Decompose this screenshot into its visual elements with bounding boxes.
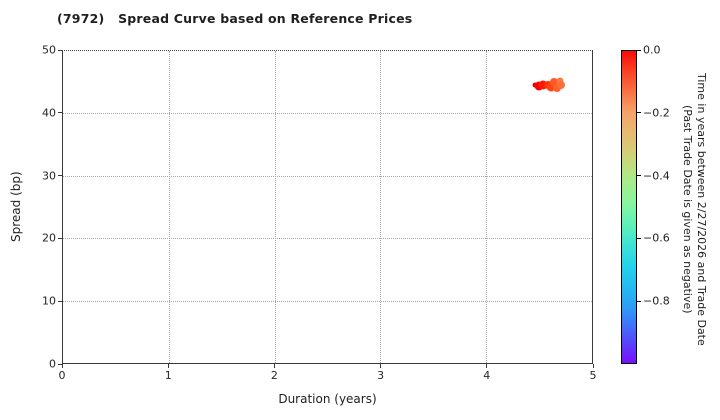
y-tick-mark <box>58 49 62 51</box>
y-axis-label: Spread (bp) <box>9 171 23 243</box>
colorbar-tick-mark <box>637 175 641 177</box>
x-tick-label: 2 <box>270 369 278 382</box>
h-gridline <box>63 300 592 302</box>
scatter-point <box>538 80 548 90</box>
x-tick-mark <box>61 364 63 368</box>
y-tick-mark <box>58 237 62 239</box>
colorbar-tick-label: −0.6 <box>643 231 670 245</box>
h-gridline <box>63 113 592 115</box>
y-tick-label: 30 <box>42 169 56 183</box>
colorbar-tick-mark <box>637 237 641 239</box>
x-tick-mark <box>486 364 488 368</box>
y-tick-marks <box>58 49 62 365</box>
scatter-point <box>546 82 556 92</box>
scatter-point <box>549 78 558 87</box>
y-tick-label: 20 <box>42 231 56 245</box>
v-gridline <box>380 51 382 363</box>
y-tick-label: 0 <box>49 357 56 371</box>
plot-area <box>62 50 593 364</box>
colorbar-axis-label: Time in years between 2/27/2026 and Trad… <box>676 44 708 374</box>
chart-title: (7972) Spread Curve based on Reference P… <box>57 11 413 26</box>
x-tick-mark <box>380 364 382 368</box>
colorbar <box>621 50 637 364</box>
colorbar-tick-marks <box>637 49 641 364</box>
y-tick-mark <box>58 175 62 177</box>
colorbar-tick-mark <box>637 300 641 302</box>
x-tick-marks <box>61 364 594 368</box>
h-gridline <box>63 238 592 240</box>
x-tick-label: 4 <box>483 369 491 382</box>
x-tick-mark <box>167 364 169 368</box>
scatter-point <box>557 80 566 89</box>
y-tick-label: 50 <box>42 43 56 57</box>
x-tick-label: 1 <box>164 369 172 382</box>
colorbar-tick-mark <box>637 112 641 114</box>
x-tick-mark <box>273 364 275 368</box>
y-tick-mark <box>58 300 62 302</box>
colorbar-tick-mark <box>637 49 641 51</box>
y-tick-mark <box>58 112 62 114</box>
y-tick-mark <box>58 363 62 365</box>
colorbar-tick-label: −0.8 <box>643 294 670 308</box>
x-tick-labels: 0 1 2 3 4 5 <box>58 369 597 383</box>
colorbar-label-line1: Time in years between 2/27/2026 and Trad… <box>695 72 708 346</box>
h-gridline <box>63 175 592 177</box>
x-tick-label: 0 <box>58 369 66 382</box>
v-gridline <box>486 51 488 363</box>
colorbar-tick-label: 0.0 <box>643 43 661 57</box>
colorbar-tick-label: −0.4 <box>643 169 670 183</box>
y-tick-label: 40 <box>42 106 56 120</box>
colorbar-tick-label: −0.2 <box>643 106 670 120</box>
v-gridline <box>274 51 276 363</box>
x-tick-mark <box>592 364 594 368</box>
v-gridline <box>168 51 170 363</box>
x-tick-label: 5 <box>589 369 597 382</box>
x-tick-label: 3 <box>377 369 385 382</box>
y-tick-labels: 0 10 20 30 40 50 <box>28 44 56 371</box>
colorbar-tick-labels: 0.0 −0.2 −0.4 −0.6 −0.8 <box>643 44 677 364</box>
scatter-point <box>553 83 562 92</box>
x-axis-label: Duration (years) <box>278 392 377 406</box>
colorbar-label-line2: (Past Trade Date is given as negative) <box>681 104 694 314</box>
y-tick-label: 10 <box>42 294 56 308</box>
